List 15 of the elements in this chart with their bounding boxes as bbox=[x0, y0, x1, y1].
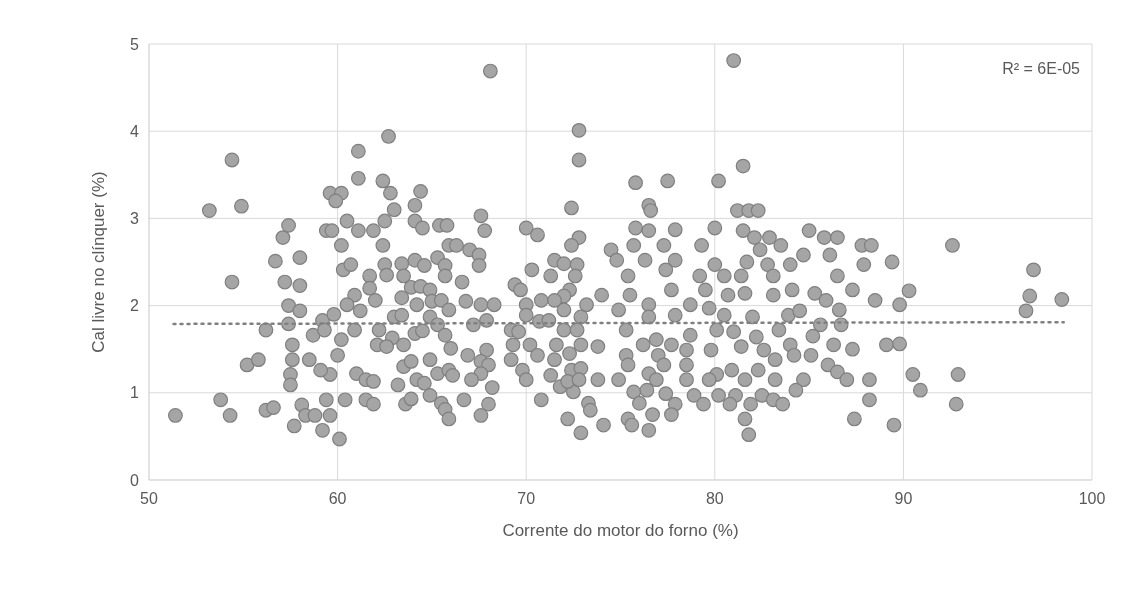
y-tick-label: 2 bbox=[130, 297, 140, 315]
x-axis-title: Corrente do motor do forno (%) bbox=[502, 521, 739, 540]
y-tick-label: 3 bbox=[130, 210, 140, 227]
y-tick-label: 4 bbox=[130, 122, 140, 140]
y-tick-label: 0 bbox=[130, 471, 140, 489]
y-tick-label: 5 bbox=[130, 35, 140, 53]
y-tick-label: 1 bbox=[130, 384, 140, 402]
x-tick-label: 90 bbox=[894, 490, 913, 507]
y-axis-title: Cal livre no clínquer (%) bbox=[89, 171, 108, 353]
x-tick-label: 100 bbox=[1078, 490, 1106, 507]
x-tick-label: 70 bbox=[517, 490, 536, 507]
annotation: R² = 6E-05 bbox=[1002, 60, 1081, 77]
x-tick-label: 80 bbox=[705, 490, 724, 507]
x-tick-label: 60 bbox=[328, 490, 347, 507]
x-tick-label: 50 bbox=[140, 490, 158, 507]
